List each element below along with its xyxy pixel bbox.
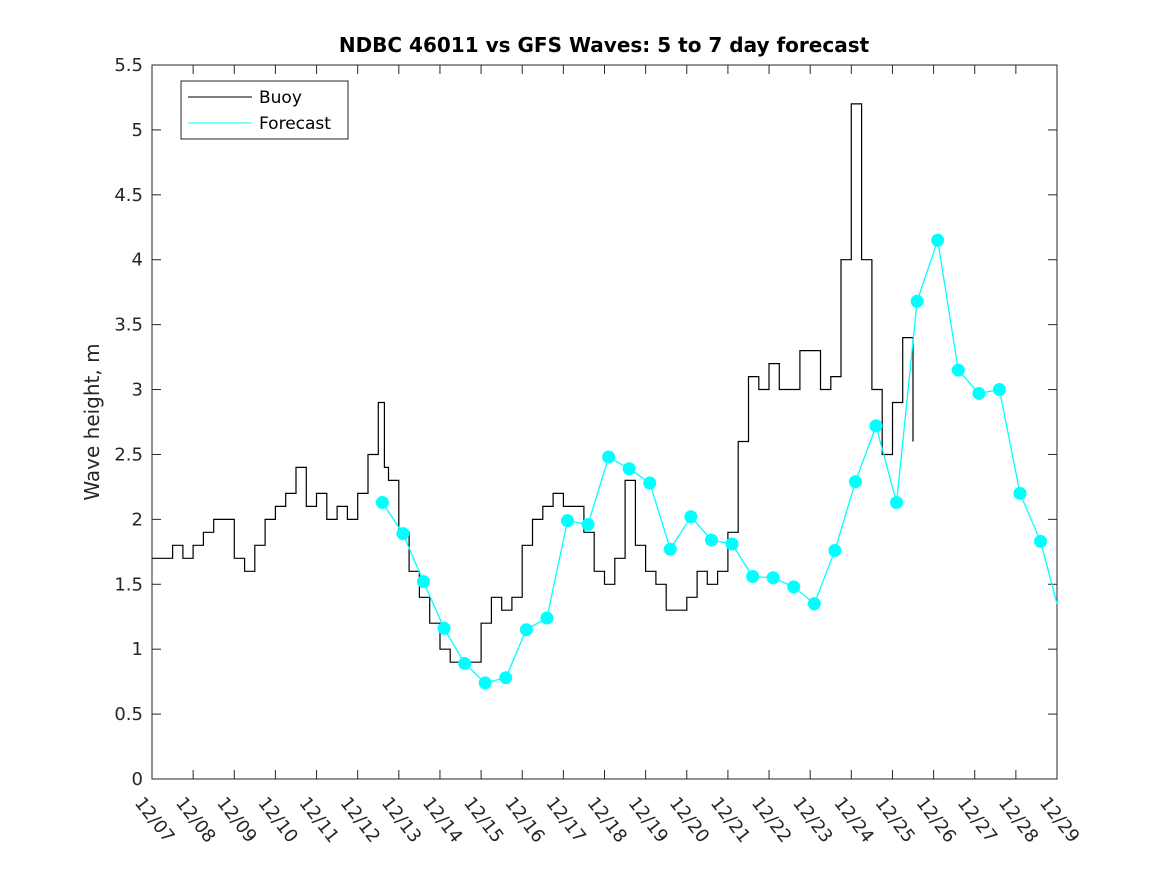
- forecast-point: [602, 450, 616, 464]
- y-tick-label: 3: [132, 380, 143, 401]
- y-tick-label: 4: [132, 250, 143, 271]
- forecast-point: [540, 611, 554, 625]
- legend-forecast-label: Forecast: [259, 114, 331, 134]
- y-tick-label: 5: [132, 120, 143, 141]
- forecast-point: [869, 419, 883, 433]
- forecast-point: [890, 495, 904, 509]
- series-layer: [152, 103, 1058, 690]
- forecast-point: [931, 233, 945, 247]
- forecast-point: [417, 575, 430, 589]
- forecast-point: [787, 580, 801, 594]
- y-tick-label: 0.5: [114, 704, 143, 725]
- forecast-point: [396, 527, 410, 541]
- y-tick-label: 1: [132, 639, 143, 660]
- forecast-point: [828, 544, 842, 558]
- y-tick-label: 4.5: [114, 185, 143, 206]
- forecast-point: [992, 383, 1006, 397]
- forecast-point: [725, 537, 739, 551]
- forecast-point: [951, 363, 965, 377]
- forecast-point: [1013, 486, 1027, 500]
- legend: Buoy Forecast: [180, 80, 349, 140]
- legend-box: [180, 80, 349, 140]
- forecast-point: [807, 597, 821, 611]
- forecast-point: [643, 476, 657, 490]
- forecast-point: [1034, 534, 1048, 548]
- forecast-point: [560, 514, 574, 528]
- y-tick-label: 2: [132, 509, 143, 530]
- forecast-point: [972, 386, 986, 400]
- forecast-point: [848, 475, 862, 489]
- forecast-point: [663, 542, 677, 556]
- series-clip: [152, 103, 1058, 690]
- forecast-point: [766, 571, 780, 585]
- forecast-point: [910, 294, 924, 308]
- forecast-series-line: [381, 240, 1058, 684]
- forecast-point: [622, 462, 636, 476]
- forecast-point: [704, 533, 718, 547]
- y-tick-label: 5.5: [114, 55, 143, 76]
- plot-area: [151, 64, 1058, 780]
- forecast-point: [684, 510, 698, 524]
- y-tick-label: 1.5: [114, 574, 143, 595]
- forecast-point: [519, 623, 533, 637]
- forecast-point: [746, 569, 760, 583]
- forecast-point: [375, 495, 389, 509]
- forecast-point: [437, 621, 451, 635]
- chart-title: NDBC 46011 vs GFS Waves: 5 to 7 day fore…: [339, 33, 870, 57]
- y-axis-label: Wave height, m: [80, 343, 104, 500]
- forecast-point: [478, 676, 492, 690]
- forecast-point: [458, 656, 472, 670]
- forecast-point: [499, 671, 513, 685]
- buoy-series-line: [152, 103, 914, 663]
- y-tick-label: 2.5: [114, 444, 143, 465]
- legend-buoy-label: Buoy: [259, 88, 302, 108]
- y-tick-label: 3.5: [114, 315, 143, 336]
- forecast-point: [581, 518, 595, 532]
- y-tick-label: 0: [132, 769, 143, 790]
- y-axis: 0 0.5 1 1.5 2 2.5 3 3.5 4 4.5 5 5.5: [114, 55, 1057, 790]
